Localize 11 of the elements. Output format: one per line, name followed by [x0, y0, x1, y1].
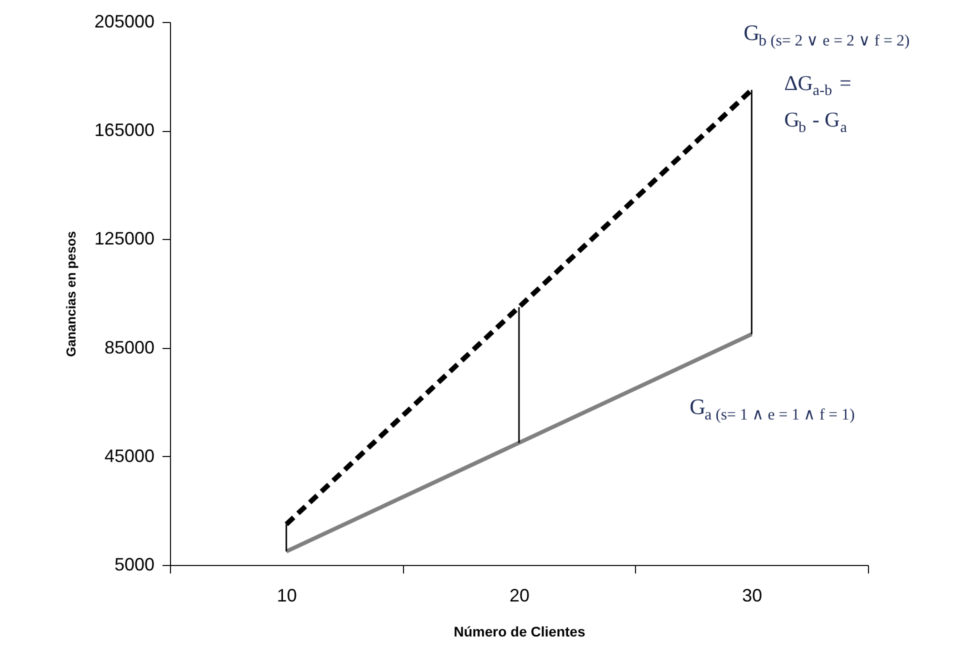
y-tick-label: 45000: [104, 446, 154, 466]
x-axis-title: Número de Clientes: [454, 624, 586, 640]
y-tick-label: 125000: [94, 228, 154, 249]
y-tick-label: 5000: [114, 554, 154, 574]
x-tick-label: 30: [742, 586, 762, 606]
y-tick-label: 165000: [94, 120, 154, 140]
x-tick-label: 20: [509, 586, 530, 606]
x-tick-label: 10: [276, 586, 297, 606]
y-tick-label: 85000: [104, 337, 154, 358]
y-axis-title: Ganancias en pesos: [63, 231, 78, 357]
y-tick-label: 205000: [94, 12, 154, 32]
